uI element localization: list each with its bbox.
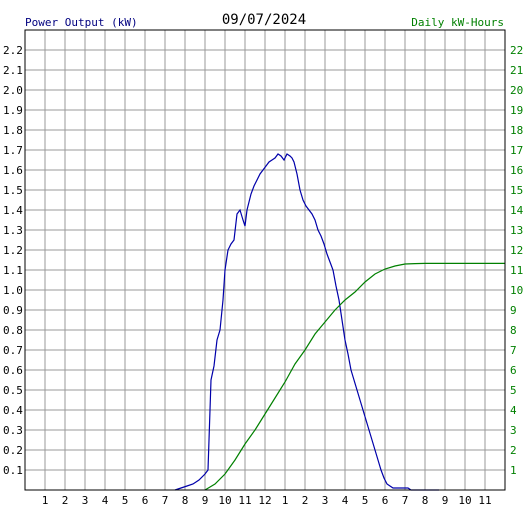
x-tick-label: 5 [362,494,369,507]
x-tick-label: 8 [422,494,429,507]
x-tick-label: 11 [238,494,251,507]
left-tick-label: 1.9 [3,104,23,117]
right-tick-label: 22 [510,44,523,57]
left-tick-label: 1.7 [3,144,23,157]
grid [25,30,505,490]
left-tick-label: 1.4 [3,204,23,217]
left-tick-label: 1.8 [3,124,23,137]
x-tick-label: 11 [478,494,491,507]
x-tick-label: 4 [102,494,109,507]
x-tick-label: 1 [282,494,289,507]
right-tick-label: 16 [510,164,523,177]
right-tick-label: 19 [510,104,523,117]
left-axis-label: Power Output (kW) [25,16,138,29]
left-tick-label: 0.2 [3,444,23,457]
right-tick-label: 15 [510,184,523,197]
x-tick-label: 5 [122,494,129,507]
left-tick-label: 0.5 [3,384,23,397]
right-tick-label: 9 [510,304,517,317]
left-tick-label: 0.7 [3,344,23,357]
left-tick-label: 0.8 [3,324,23,337]
power-output-line [174,153,439,491]
plot-frame [24,29,506,491]
left-tick-label: 2.1 [3,64,23,77]
left-tick-label: 1.6 [3,164,23,177]
x-tick-label: 8 [182,494,189,507]
right-tick-label: 17 [510,144,523,157]
left-tick-labels: 0.1 0.2 0.3 0.4 0.5 0.6 0.7 0.8 0.9 1.0 1.1 1.2 1.3 1… [3,44,23,477]
right-tick-label: 7 [510,344,517,357]
daily-kwh-line [204,262,505,491]
right-axis-label: Daily kW-Hours [411,16,504,29]
right-tick-label: 5 [510,384,517,397]
x-tick-labels: 1 2 3 4 5 6 7 8 9 10 11 12 1 2 3 4 5 6 7 8 9 10 11 [42,494,492,507]
x-tick-label: 12 [258,494,271,507]
x-tick-label: 2 [302,494,309,507]
right-tick-label: 10 [510,284,523,297]
right-tick-label: 21 [510,64,523,77]
x-tick-label: 1 [42,494,49,507]
left-tick-label: 2.0 [3,84,23,97]
left-tick-label: 1.0 [3,284,23,297]
right-tick-label: 12 [510,244,523,257]
right-tick-label: 4 [510,404,517,417]
left-tick-label: 1.5 [3,184,23,197]
left-tick-label: 2.2 [3,44,23,57]
x-tick-label: 10 [218,494,231,507]
left-tick-label: 0.6 [3,364,23,377]
x-tick-label: 6 [382,494,389,507]
x-tick-label: 9 [442,494,449,507]
right-tick-label: 1 [510,464,517,477]
x-tick-label: 7 [162,494,169,507]
series-lines [174,153,505,491]
right-tick-label: 13 [510,224,523,237]
right-tick-label: 6 [510,364,517,377]
right-tick-label: 20 [510,84,523,97]
x-tick-label: 10 [458,494,471,507]
right-tick-label: 8 [510,324,517,337]
left-tick-label: 0.9 [3,304,23,317]
x-tick-label: 9 [202,494,209,507]
x-tick-label: 6 [142,494,149,507]
left-tick-label: 0.4 [3,404,23,417]
left-tick-label: 1.2 [3,244,23,257]
right-tick-label: 2 [510,444,517,457]
x-tick-label: 3 [82,494,89,507]
left-tick-label: 1.1 [3,264,23,277]
chart-title: 09/07/2024 [222,12,306,28]
x-tick-label: 7 [402,494,409,507]
x-tick-label: 3 [322,494,329,507]
x-tick-label: 4 [342,494,349,507]
left-tick-label: 0.3 [3,424,23,437]
right-tick-label: 18 [510,124,523,137]
right-tick-label: 14 [510,204,524,217]
x-tick-label: 2 [62,494,69,507]
left-tick-label: 1.3 [3,224,23,237]
right-tick-label: 11 [510,264,523,277]
left-tick-label: 0.1 [3,464,23,477]
right-tick-label: 3 [510,424,517,437]
